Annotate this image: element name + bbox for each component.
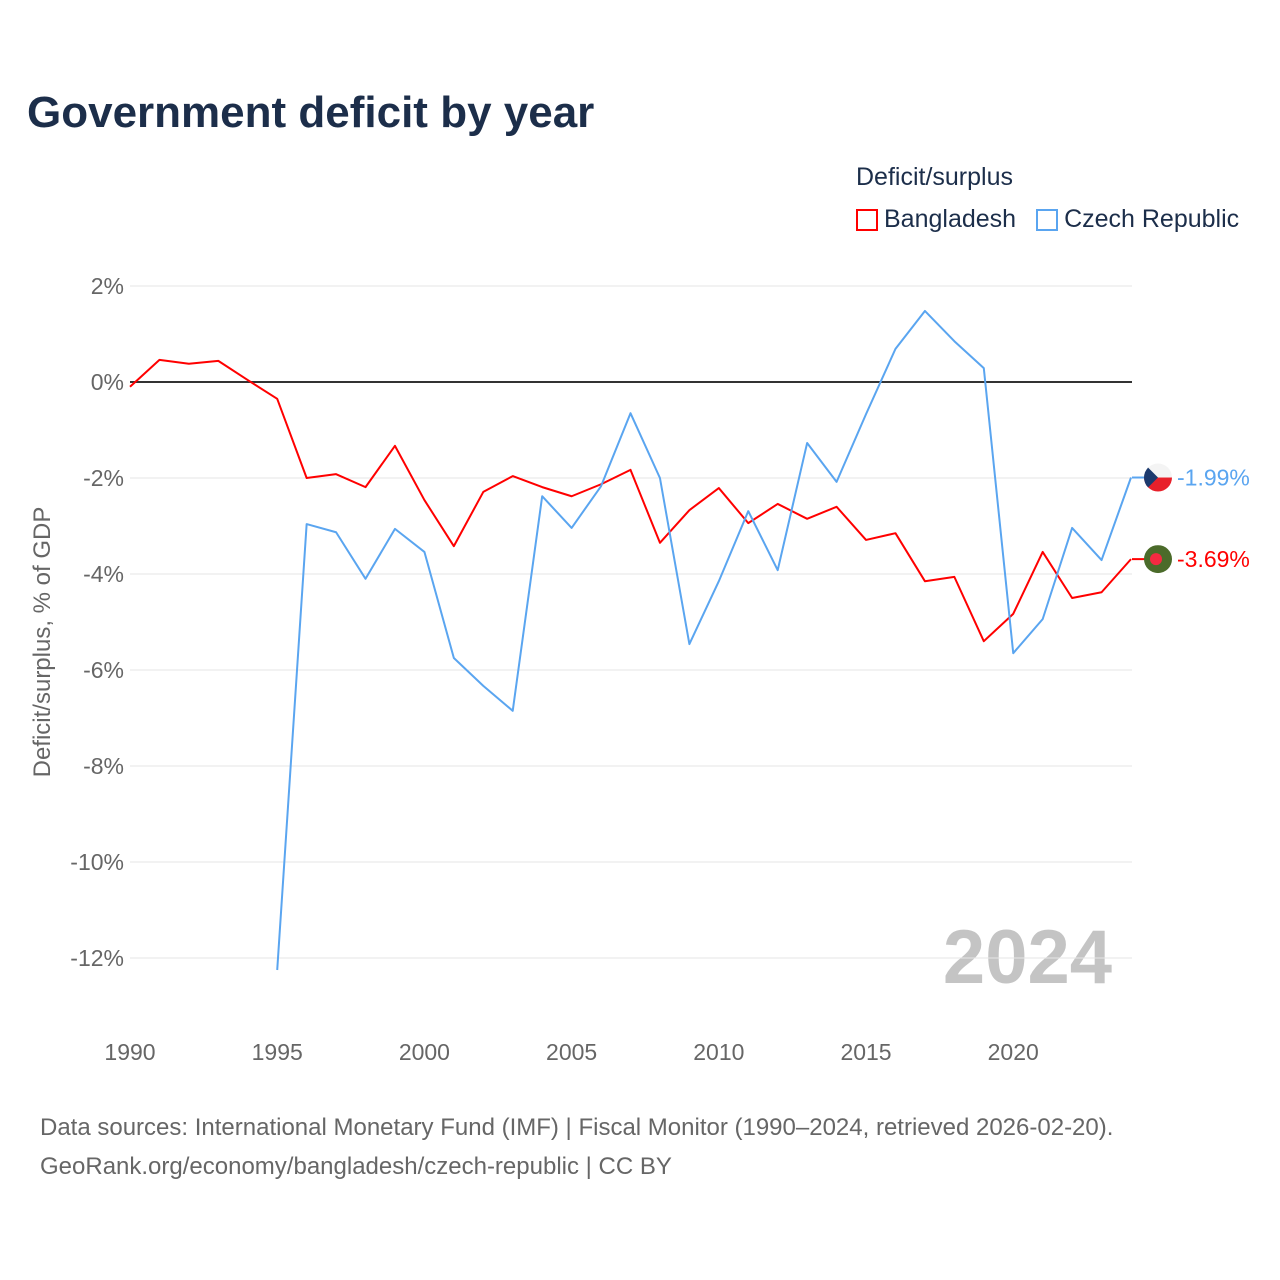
y-tick-label: -12% — [70, 945, 124, 971]
source-line-1: Data sources: International Monetary Fun… — [40, 1114, 1114, 1141]
legend-item-bangladesh[interactable]: Bangladesh — [856, 205, 1016, 234]
x-tick-label: 1995 — [252, 1039, 303, 1065]
x-tick-label: 2015 — [840, 1039, 891, 1065]
x-tick-label: 2020 — [988, 1039, 1039, 1065]
end-value-label: -3.69% — [1177, 546, 1250, 572]
bangladesh-flag-icon — [1144, 545, 1172, 574]
x-tick-label: 2010 — [693, 1039, 744, 1065]
flag-disc — [1150, 553, 1162, 566]
legend-swatch — [1036, 208, 1059, 231]
x-tick-label: 1990 — [104, 1039, 155, 1065]
legend-title: Deficit/surplus — [856, 163, 1013, 191]
end-value-label: -1.99% — [1177, 465, 1250, 491]
source-note: Data sources: International Monetary Fun… — [40, 1108, 1113, 1186]
flag — [1144, 463, 1172, 492]
legend-swatch — [856, 208, 878, 231]
y-tick-label: -4% — [83, 561, 124, 587]
y-axis-label: Deficit/surplus, % of GDP — [29, 507, 56, 778]
series-line-bangladesh — [129, 358, 1132, 643]
flag-triangle — [1144, 463, 1158, 492]
legend: Bangladesh Czech Republic — [856, 205, 1239, 234]
y-tick-label: -2% — [83, 465, 124, 491]
czech-flag-icon — [1144, 463, 1172, 492]
legend-item-czech-republic[interactable]: Czech Republic — [1036, 205, 1239, 234]
flag — [1144, 545, 1172, 574]
y-tick-label: -8% — [83, 753, 124, 779]
chart-title: Government deficit by year — [27, 88, 595, 137]
y-tick-label: -10% — [70, 849, 124, 875]
legend-label: Czech Republic — [1064, 205, 1240, 233]
source-line-2[interactable]: GeoRank.org/economy/bangladesh/czech-rep… — [40, 1153, 672, 1180]
y-tick-label: -6% — [83, 657, 124, 683]
x-tick-label: 2000 — [399, 1039, 450, 1065]
x-tick-label: 2005 — [546, 1039, 597, 1065]
legend-label: Bangladesh — [884, 205, 1017, 233]
y-tick-label: 0% — [91, 369, 124, 395]
series-line-czech-republic — [276, 309, 1132, 971]
y-tick-label: 2% — [91, 273, 124, 299]
